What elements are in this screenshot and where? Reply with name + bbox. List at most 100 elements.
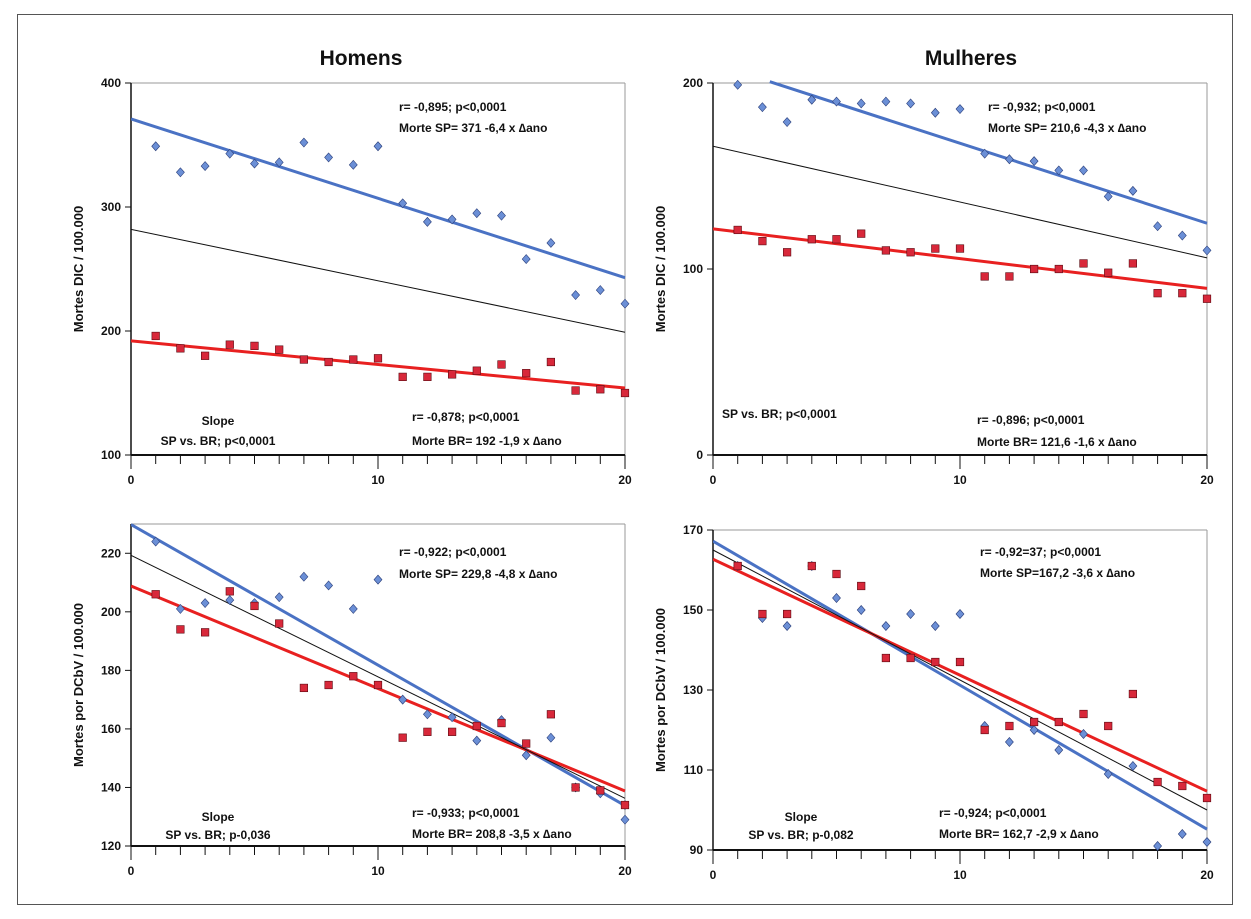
y-tick-label: 110 [684, 763, 704, 777]
br-point [275, 345, 284, 354]
br-equation-text: Morte BR= 192 -1,9 x ∆ano [412, 434, 562, 448]
br-point [250, 341, 259, 350]
slope-comparison-text: SP vs. BR; p<0,0001 [161, 434, 276, 448]
sp-point [324, 152, 334, 163]
sp-point [299, 137, 309, 148]
br-point [980, 725, 989, 735]
sp-point [422, 216, 432, 227]
br-point [1153, 289, 1162, 298]
panel-1: 0 10 20 100 200 300 400 Mortes DIC / 100.000 Hom… [71, 47, 632, 487]
br-point [1029, 717, 1039, 727]
y-tick-label: 150 [683, 603, 703, 617]
br-point [275, 619, 284, 628]
regression-line [713, 557, 1208, 793]
sp-point [521, 254, 531, 265]
sp-equation-text: Morte SP= 210,6 -4,3 x ∆ano [988, 121, 1146, 135]
y-tick-label: 170 [683, 523, 703, 537]
regression-line [713, 539, 1208, 831]
br-point [931, 244, 940, 253]
slope-label: Slope [785, 810, 818, 824]
br-point [176, 625, 185, 634]
regression-line [713, 549, 1208, 811]
br-point [931, 657, 940, 667]
slope-label: Slope [202, 414, 235, 428]
x-tick-label: 20 [618, 473, 632, 487]
sp-point [521, 750, 531, 761]
sp-point [151, 536, 161, 547]
sp-point [1004, 737, 1014, 747]
br-point [522, 369, 531, 378]
br-point [373, 354, 383, 363]
y-axis-label: Mortes por DCbV / 100.000 [653, 608, 668, 772]
br-point [151, 590, 160, 599]
br-point [881, 653, 890, 663]
sp-correlation-text: r= -0,932; p<0,0001 [988, 100, 1096, 114]
sp-correlation-text: r= -0,895; p<0,0001 [399, 100, 507, 114]
regression-line [713, 227, 1208, 290]
br-point [758, 237, 767, 246]
br-point [571, 783, 580, 792]
sp-point [422, 709, 432, 720]
br-correlation-text: r= -0,933; p<0,0001 [412, 806, 520, 820]
sp-point [1054, 745, 1064, 755]
regression-line [131, 523, 626, 807]
br-point [225, 340, 234, 349]
br-point [906, 248, 915, 257]
sp-point [200, 161, 210, 172]
br-point [472, 721, 481, 731]
br-point [398, 372, 407, 381]
x-tick-label: 20 [1200, 473, 1214, 487]
br-point [832, 235, 841, 244]
regression-line [131, 228, 626, 333]
sp-correlation-text: r= -0,922; p<0,0001 [399, 545, 507, 559]
br-point [497, 718, 506, 728]
sp-point [595, 285, 605, 296]
br-point [1202, 793, 1212, 803]
regression-line [131, 117, 626, 280]
br-point [447, 727, 457, 736]
slope-comparison-text: SP vs. BR; p<0,0001 [722, 407, 837, 421]
sp-point [832, 593, 841, 603]
br-correlation-text: r= -0,896; p<0,0001 [977, 413, 1085, 427]
br-point [398, 733, 407, 742]
sp-point [620, 814, 630, 825]
br-point [201, 628, 210, 637]
br-point [571, 386, 580, 395]
sp-point [274, 157, 284, 168]
br-point [1054, 264, 1063, 274]
x-tick-label: 10 [953, 868, 967, 882]
regression-line [131, 554, 626, 799]
br-point [1128, 259, 1137, 268]
y-tick-label: 0 [696, 448, 703, 462]
br-point [596, 786, 605, 795]
br-point [857, 229, 866, 238]
br-point [596, 385, 605, 394]
x-tick-label: 20 [1200, 868, 1214, 882]
br-point [201, 351, 210, 360]
sp-point [348, 159, 358, 170]
y-tick-label: 130 [683, 683, 703, 697]
sp-point [175, 167, 185, 178]
br-point [250, 601, 259, 611]
x-tick-label: 10 [953, 473, 967, 487]
y-tick-label: 120 [101, 839, 121, 853]
br-point [447, 370, 457, 379]
sp-point [398, 198, 408, 209]
br-point [1079, 259, 1088, 268]
y-axis-label: Mortes DIC / 100.000 [71, 206, 86, 332]
br-point [620, 388, 630, 398]
br-point [324, 680, 333, 690]
br-point [349, 672, 358, 681]
y-tick-label: 140 [101, 780, 121, 794]
br-point [1104, 721, 1113, 731]
sp-point [200, 598, 210, 608]
br-point [980, 272, 989, 281]
br-point [349, 355, 358, 364]
br-point [807, 235, 816, 244]
br-point [807, 561, 816, 571]
sp-point [1128, 761, 1138, 771]
br-point [1128, 689, 1137, 699]
br-point [225, 587, 234, 596]
sp-point [930, 107, 940, 118]
